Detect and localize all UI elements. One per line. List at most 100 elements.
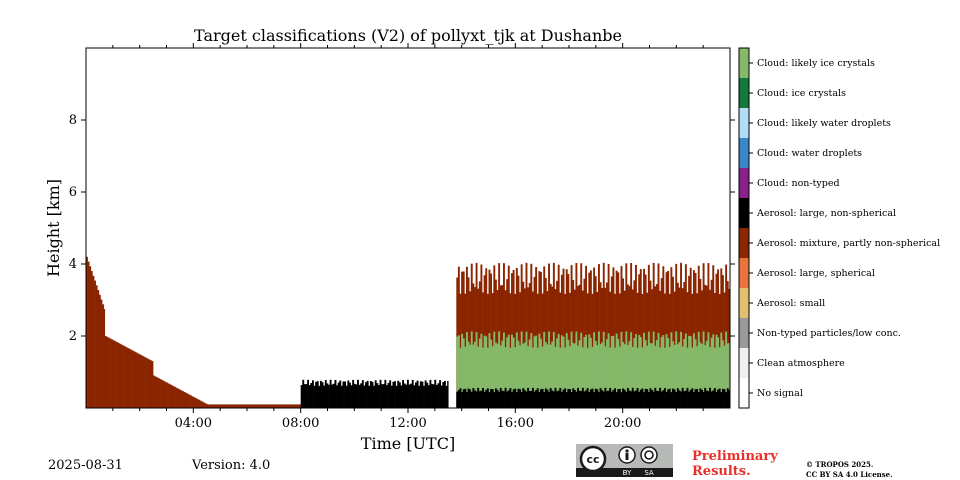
- heatmap-cell: [231, 404, 234, 408]
- heatmap-cell: [154, 376, 157, 408]
- heatmap-cell: [439, 380, 442, 408]
- heatmap-cell: [633, 391, 636, 408]
- heatmap-cell: [586, 347, 589, 408]
- heatmap-cell: [480, 390, 483, 408]
- heatmap-cell: [360, 383, 363, 408]
- heatmap-cell: [635, 334, 637, 408]
- heatmap-cell: [416, 380, 419, 408]
- heatmap-cell: [520, 331, 523, 408]
- heatmap-cell: [496, 389, 499, 408]
- heatmap-cell: [214, 404, 217, 408]
- heatmap-cell: [474, 390, 476, 408]
- heatmap-cell: [270, 404, 273, 408]
- heatmap-cell: [607, 333, 610, 408]
- heatmap-cell: [162, 380, 165, 408]
- heatmap-cell: [353, 383, 356, 408]
- heatmap-cell: [701, 389, 703, 408]
- heatmap-cell: [278, 404, 281, 408]
- heatmap-cell: [723, 389, 726, 408]
- heatmap-cell: [675, 391, 678, 408]
- heatmap-cell: [538, 392, 541, 408]
- heatmap-cell: [726, 343, 729, 408]
- heatmap-cell: [556, 391, 559, 408]
- heatmap-cell: [319, 380, 322, 408]
- heatmap-cell: [472, 344, 475, 408]
- heatmap-cell: [586, 388, 589, 408]
- copyright-notice: © TROPOS 2025. CC BY SA 4.0 License.: [806, 460, 893, 480]
- heatmap-cell: [207, 404, 210, 408]
- heatmap-cell: [707, 332, 710, 408]
- heatmap-cell: [675, 331, 678, 408]
- heatmap-cell: [182, 391, 184, 408]
- heatmap-cell: [572, 342, 575, 408]
- y-tick-label: 8: [69, 113, 77, 128]
- heatmap-cell: [443, 380, 446, 408]
- colorbar-label: Non-typed particles/low conc.: [757, 328, 901, 339]
- heatmap-cell: [511, 391, 513, 408]
- heatmap-cell: [491, 346, 494, 408]
- heatmap-cell: [721, 388, 724, 408]
- date-label: 2025-08-31: [48, 458, 123, 473]
- heatmap-cell: [344, 381, 347, 408]
- heatmap-cell: [169, 384, 172, 408]
- heatmap-cell: [418, 385, 421, 408]
- heatmap-cell: [402, 380, 405, 408]
- heatmap-cell: [506, 391, 509, 408]
- heatmap-cell: [678, 342, 681, 408]
- heatmap-cell: [630, 332, 633, 408]
- heatmap-cell: [127, 348, 130, 408]
- heatmap-cell: [296, 404, 299, 408]
- heatmap-cell: [461, 392, 464, 408]
- heatmap-cell: [528, 391, 531, 408]
- heatmap-cell: [477, 387, 480, 408]
- heatmap-cell: [494, 388, 497, 408]
- heatmap-cell: [124, 346, 127, 408]
- heatmap-cell: [551, 390, 554, 408]
- heatmap-cell: [565, 392, 568, 408]
- heatmap-cell: [331, 384, 334, 408]
- heatmap-cell: [718, 388, 721, 408]
- heatmap-cell: [379, 379, 382, 408]
- heatmap-cell: [485, 336, 488, 408]
- heatmap-cell: [116, 342, 118, 408]
- heatmap-cell: [672, 341, 674, 408]
- heatmap-cell: [496, 343, 499, 408]
- heatmap-cell: [474, 341, 476, 408]
- heatmap-cell: [456, 336, 459, 408]
- heatmap-cell: [140, 355, 143, 408]
- heatmap-cell: [507, 334, 510, 408]
- heatmap-cell: [583, 337, 586, 408]
- heatmap-cell: [440, 385, 443, 408]
- heatmap-cell: [222, 404, 225, 408]
- heatmap-cell: [655, 340, 658, 408]
- heatmap-cell: [256, 404, 259, 408]
- colorbar-swatch: [739, 228, 749, 258]
- heatmap-cell: [233, 404, 236, 408]
- heatmap-segment: [104, 336, 154, 408]
- heatmap-cell: [554, 346, 557, 408]
- heatmap-cell: [329, 379, 332, 408]
- heatmap-cell: [493, 392, 496, 408]
- heatmap-cell: [606, 339, 608, 408]
- heatmap-cell: [136, 353, 139, 408]
- heatmap-cell: [382, 384, 385, 408]
- heatmap-cell: [697, 392, 700, 408]
- heatmap-cell: [540, 338, 542, 408]
- heatmap-cell: [389, 380, 392, 408]
- heatmap-cell: [522, 388, 525, 408]
- heatmap-cell: [457, 335, 460, 408]
- heatmap-cell: [128, 348, 131, 408]
- heatmap-cell: [712, 390, 715, 408]
- heatmap-cell: [575, 391, 578, 408]
- heatmap-cell: [348, 382, 351, 408]
- heatmap-cell: [230, 404, 233, 408]
- heatmap-cell: [215, 404, 218, 408]
- y-tick-label: 4: [69, 257, 77, 272]
- colorbar-swatch: [739, 48, 749, 78]
- heatmap-cell: [191, 396, 194, 408]
- heatmap-cell: [323, 385, 326, 408]
- heatmap-cell: [692, 392, 695, 408]
- heatmap-cell: [252, 404, 255, 408]
- version-label: Version: 4.0: [192, 458, 271, 473]
- heatmap-cell: [98, 294, 101, 408]
